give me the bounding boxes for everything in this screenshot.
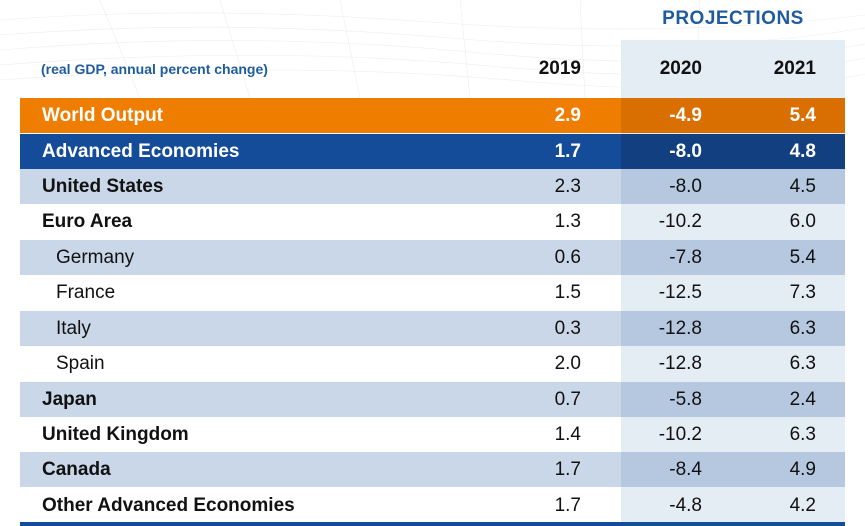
value-2021: 5.4 [789,247,816,268]
table-bottom-border [20,522,845,526]
background-wave-texture [0,0,865,98]
projection-cell-shade [621,240,845,275]
value-2021: 6.3 [789,424,816,445]
table-row: France 1.5 -12.5 7.3 [20,275,845,310]
value-2021: 4.2 [789,495,816,516]
table-row: Japan 0.7 -5.8 2.4 [20,382,845,417]
value-2019: 1.7 [554,459,581,480]
table-row: United States 2.3 -8.0 4.5 [20,169,845,204]
table-row: Canada 1.7 -8.4 4.9 [20,452,845,487]
projection-cell-shade [621,169,845,204]
value-2021: 4.9 [789,459,816,480]
value-2019: 2.3 [554,176,581,197]
value-2021: 2.4 [789,389,816,410]
table-row: Italy 0.3 -12.8 6.3 [20,311,845,346]
value-2019: 1.5 [554,282,581,303]
value-2021: 6.3 [789,318,816,339]
projection-cell-shade [621,382,845,417]
projection-cell-shade [621,275,845,310]
row-label: Italy [56,318,91,339]
projection-cell-shade [621,488,845,523]
value-2019: 0.7 [554,389,581,410]
table-row: Germany 0.6 -7.8 5.4 [20,240,845,275]
value-2020: -4.9 [669,105,702,126]
value-2020: -12.5 [658,282,702,303]
row-label: Advanced Economies [42,141,240,162]
value-2019: 1.7 [554,495,581,516]
value-2021: 5.4 [789,105,816,126]
value-2019: 1.7 [554,141,581,162]
value-2019: 2.0 [554,353,581,374]
table-row: Euro Area 1.3 -10.2 6.0 [20,204,845,239]
table-row: Other Advanced Economies 1.7 -4.8 4.2 [20,488,845,523]
row-label: Other Advanced Economies [42,495,295,516]
value-2021: 4.5 [789,176,816,197]
row-label: France [56,282,116,303]
table-row-world-output: World Output 2.9 -4.9 5.4 [20,98,845,133]
value-2019: 1.4 [554,424,581,445]
year-header-2020: 2020 [659,58,702,79]
year-header-2019: 2019 [538,58,581,79]
value-2021: 7.3 [789,282,816,303]
value-2020: -12.8 [658,318,702,339]
value-2020: -12.8 [658,353,702,374]
value-2019: 2.9 [554,105,581,126]
projection-cell-shade [621,311,845,346]
value-2020: -8.0 [669,176,702,197]
table-row-advanced-economies: Advanced Economies 1.7 -8.0 4.8 [20,134,845,169]
projection-cell-shade [621,346,845,381]
value-2019: 0.3 [554,318,581,339]
row-label: Euro Area [42,211,133,232]
year-header-2021: 2021 [773,58,816,79]
row-label: Spain [56,353,105,374]
value-2021: 6.0 [789,211,816,232]
table-row: Spain 2.0 -12.8 6.3 [20,346,845,381]
projections-label: PROJECTIONS [662,8,804,29]
row-label: Canada [42,459,111,480]
row-label: United Kingdom [42,424,189,445]
projection-cell-shade [621,98,845,133]
projection-cell-shade [621,134,845,169]
value-2020: -8.0 [669,141,702,162]
projection-cell-shade [621,204,845,239]
projection-cell-shade [621,417,845,452]
row-label: Japan [42,389,97,410]
value-2021: 6.3 [789,353,816,374]
value-2021: 4.8 [789,141,816,162]
row-label: United States [42,176,164,197]
value-2020: -4.8 [669,495,702,516]
value-2020: -7.8 [669,247,702,268]
value-2019: 0.6 [554,247,581,268]
table-row: United Kingdom 1.4 -10.2 6.3 [20,417,845,452]
value-2020: -5.8 [669,389,702,410]
row-label: Germany [56,247,135,268]
value-2020: -8.4 [669,459,702,480]
value-2019: 1.3 [554,211,581,232]
value-2020: -10.2 [658,424,702,445]
row-label: World Output [42,105,164,126]
value-2020: -10.2 [658,211,702,232]
table-subtitle: (real GDP, annual percent change) [41,61,268,77]
projection-cell-shade [621,452,845,487]
